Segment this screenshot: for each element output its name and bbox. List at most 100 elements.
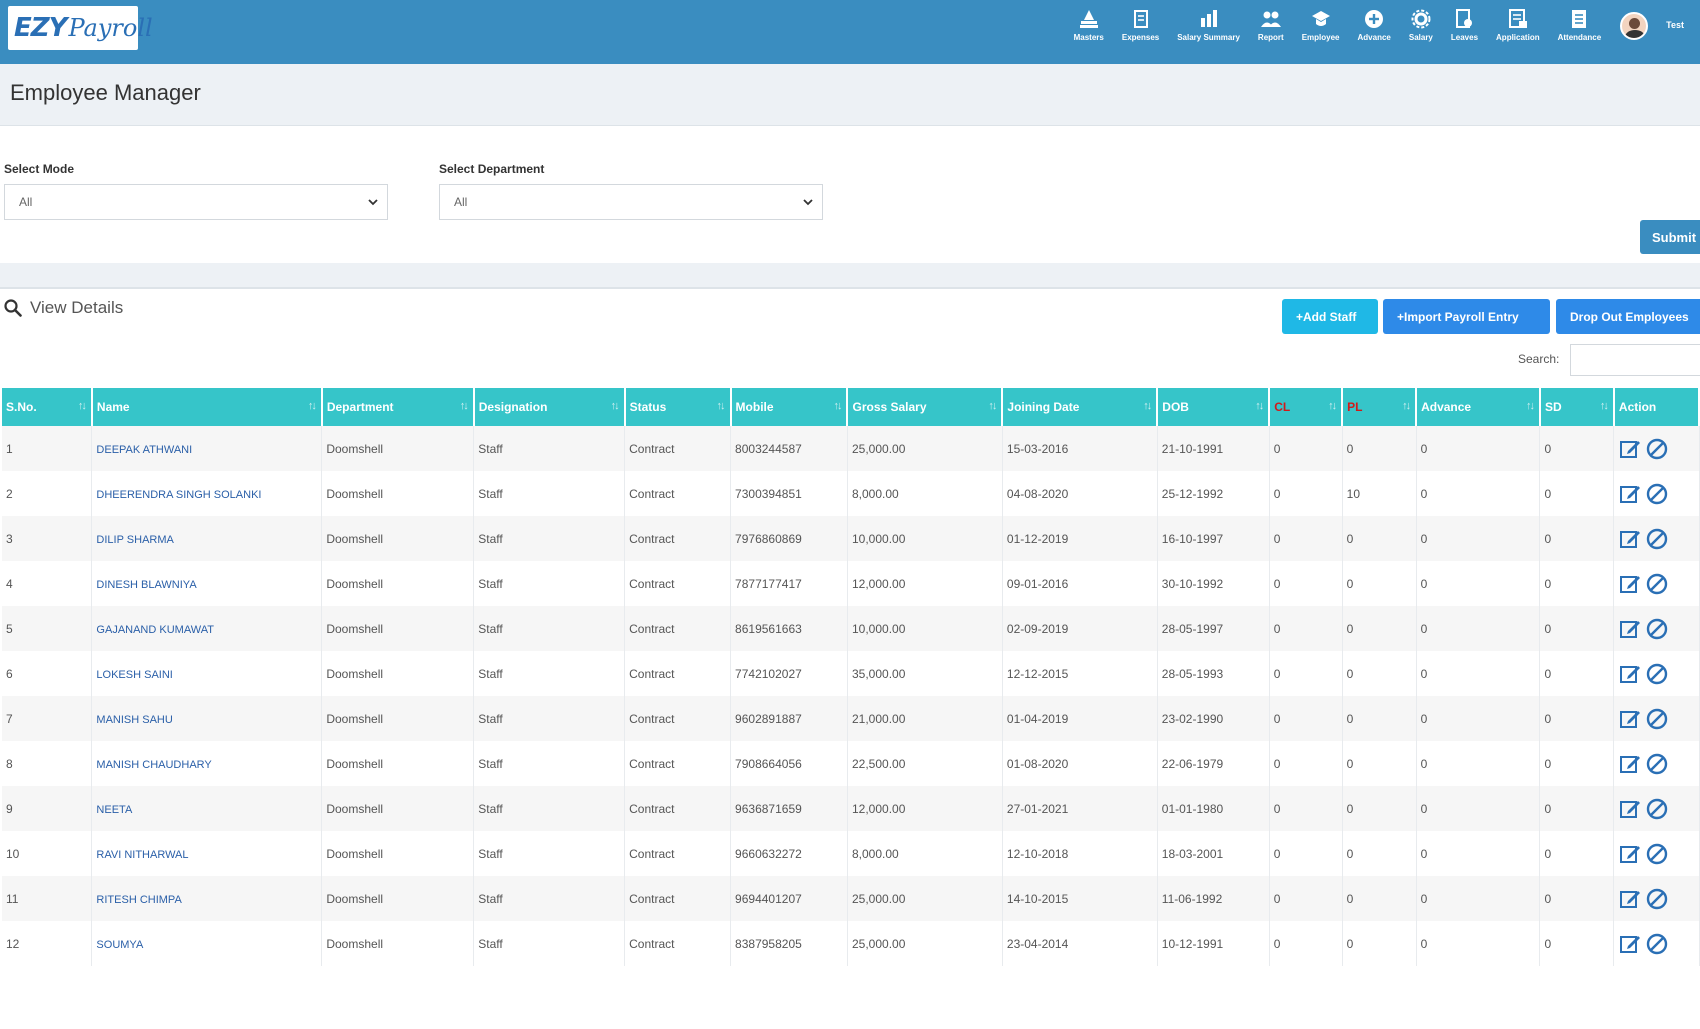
- action-cell: [1613, 471, 1700, 516]
- table-cell: 8: [2, 741, 93, 786]
- add-staff-button[interactable]: +Add Staff: [1282, 299, 1378, 334]
- edit-icon[interactable]: [1618, 572, 1642, 596]
- employee-name-cell: NEETA: [91, 786, 323, 831]
- block-icon[interactable]: [1645, 752, 1669, 776]
- table-cell: 01-08-2020: [1002, 741, 1158, 786]
- employee-name-link[interactable]: RAVI NITHARWAL: [96, 848, 189, 861]
- employee-name-link[interactable]: DINESH BLAWNIYA: [96, 578, 197, 591]
- table-cell: 0: [1416, 516, 1541, 561]
- table-cell: 7300394851: [730, 471, 848, 516]
- column-header-status[interactable]: Status ↑↓: [624, 388, 732, 426]
- user-name[interactable]: Test: [1666, 20, 1684, 30]
- nav-item-employee[interactable]: Employee: [1302, 8, 1340, 58]
- edit-icon[interactable]: [1618, 527, 1642, 551]
- table-cell: 6: [2, 651, 93, 696]
- dropout-employees-button[interactable]: Drop Out Employees: [1556, 299, 1700, 334]
- nav-item-report[interactable]: Report: [1258, 8, 1284, 58]
- nav-item-advance[interactable]: Advance: [1358, 8, 1391, 58]
- edit-icon[interactable]: [1618, 437, 1642, 461]
- expenses-icon: [1133, 10, 1148, 28]
- block-icon[interactable]: [1645, 887, 1669, 911]
- column-header-designation[interactable]: Designation ↑↓: [473, 388, 626, 426]
- import-payroll-button[interactable]: +Import Payroll Entry: [1383, 299, 1550, 334]
- edit-icon[interactable]: [1618, 662, 1642, 686]
- table-cell: 0: [1416, 561, 1541, 606]
- column-header-s-no[interactable]: S.No. ↑↓: [2, 388, 93, 426]
- table-cell: 25,000.00: [847, 876, 1003, 921]
- block-icon[interactable]: [1645, 707, 1669, 731]
- block-icon[interactable]: [1645, 662, 1669, 686]
- employee-name-link[interactable]: SOUMYA: [96, 938, 144, 951]
- department-select[interactable]: All: [439, 184, 823, 220]
- column-header-gross-salary[interactable]: Gross Salary ↑↓: [847, 388, 1004, 426]
- nav-item-expenses[interactable]: Expenses: [1122, 8, 1159, 58]
- edit-icon[interactable]: [1618, 617, 1642, 641]
- edit-icon[interactable]: [1618, 887, 1642, 911]
- table-cell: Contract: [624, 606, 732, 651]
- block-icon[interactable]: [1645, 932, 1669, 956]
- submit-button[interactable]: Submit: [1640, 220, 1700, 254]
- employee-name-link[interactable]: MANISH SAHU: [96, 713, 173, 726]
- block-icon[interactable]: [1645, 572, 1669, 596]
- table-cell: 0: [1269, 516, 1343, 561]
- edit-icon[interactable]: [1618, 797, 1642, 821]
- nav-item-salary[interactable]: Salary: [1409, 8, 1433, 58]
- table-cell: 22,500.00: [847, 741, 1003, 786]
- nav-item-leaves[interactable]: Leaves: [1451, 8, 1478, 58]
- table-cell: Staff: [473, 696, 626, 741]
- action-cell: [1613, 516, 1700, 561]
- column-header-cl[interactable]: CL ↑↓: [1269, 388, 1344, 426]
- edit-icon[interactable]: [1618, 482, 1642, 506]
- edit-icon[interactable]: [1618, 932, 1642, 956]
- sort-icon: ↑↓: [1525, 400, 1535, 412]
- column-header-advance[interactable]: Advance ↑↓: [1416, 388, 1541, 426]
- mode-select[interactable]: All: [4, 184, 388, 220]
- user-avatar[interactable]: [1620, 12, 1649, 40]
- block-icon[interactable]: [1645, 437, 1669, 461]
- table-cell: Contract: [624, 651, 732, 696]
- action-cell: [1613, 606, 1700, 651]
- employee-name-link[interactable]: NEETA: [96, 803, 133, 816]
- table-cell: Staff: [473, 651, 626, 696]
- logo-suffix: Payroll: [68, 14, 153, 42]
- employee-name-link[interactable]: RITESH CHIMPA: [96, 893, 182, 906]
- column-header-mobile[interactable]: Mobile ↑↓: [730, 388, 849, 426]
- block-icon[interactable]: [1645, 482, 1669, 506]
- employee-name-link[interactable]: DILIP SHARMA: [96, 533, 174, 546]
- column-header-department[interactable]: Department ↑↓: [321, 388, 475, 426]
- employee-name-link[interactable]: LOKESH SAINI: [96, 668, 173, 681]
- nav-item-salary-summary[interactable]: Salary Summary: [1177, 8, 1240, 58]
- filter-panel: Select Mode All Select Department All: [0, 126, 1700, 263]
- block-icon[interactable]: [1645, 797, 1669, 821]
- column-header-joining-date[interactable]: Joining Date ↑↓: [1002, 388, 1159, 426]
- employee-name-link[interactable]: DHEERENDRA SINGH SOLANKI: [96, 488, 262, 501]
- table-cell: 0: [1416, 786, 1541, 831]
- table-cell: Contract: [624, 786, 732, 831]
- column-header-name[interactable]: Name ↑↓: [91, 388, 323, 426]
- employee-name-cell: SOUMYA: [91, 921, 323, 966]
- employee-name-link[interactable]: GAJANAND KUMAWAT: [96, 623, 214, 636]
- edit-icon[interactable]: [1618, 752, 1642, 776]
- table-cell: 8,000.00: [847, 831, 1003, 876]
- table-cell: Contract: [624, 561, 732, 606]
- search-input[interactable]: [1570, 344, 1700, 376]
- block-icon[interactable]: [1645, 527, 1669, 551]
- block-icon[interactable]: [1645, 842, 1669, 866]
- block-icon[interactable]: [1645, 617, 1669, 641]
- employee-name-cell: DHEERENDRA SINGH SOLANKI: [91, 471, 323, 516]
- edit-icon[interactable]: [1618, 842, 1642, 866]
- nav-item-attendance[interactable]: Attendance: [1558, 8, 1601, 58]
- employee-name-link[interactable]: DEEPAK ATHWANI: [96, 443, 193, 456]
- column-header-dob[interactable]: DOB ↑↓: [1157, 388, 1271, 426]
- column-header-action[interactable]: Action: [1613, 388, 1700, 426]
- column-header-label: CL: [1274, 400, 1291, 414]
- nav-item-masters[interactable]: Masters: [1074, 8, 1104, 58]
- app-logo[interactable]: EZY Payroll: [8, 6, 153, 50]
- nav-item-application[interactable]: Application: [1496, 8, 1540, 58]
- column-header-pl[interactable]: PL ↑↓: [1342, 388, 1418, 426]
- table-cell: 14-10-2015: [1002, 876, 1158, 921]
- column-header-sd[interactable]: SD ↑↓: [1539, 388, 1615, 426]
- table-cell: 0: [1539, 786, 1615, 831]
- edit-icon[interactable]: [1618, 707, 1642, 731]
- employee-name-link[interactable]: MANISH CHAUDHARY: [96, 758, 212, 771]
